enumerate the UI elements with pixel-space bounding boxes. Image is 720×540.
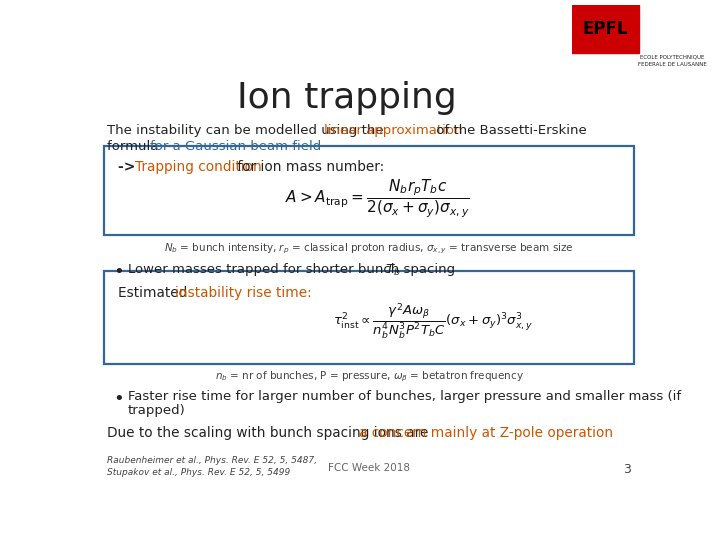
Text: of the Bassetti-Erskine: of the Bassetti-Erskine xyxy=(432,124,587,137)
Text: The instability can be modelled using the: The instability can be modelled using th… xyxy=(107,124,387,137)
Text: a concern mainly at Z-pole operation: a concern mainly at Z-pole operation xyxy=(359,426,613,440)
Text: Raubenheimer et al., Phys. Rev. E 52, 5, 5487,: Raubenheimer et al., Phys. Rev. E 52, 5,… xyxy=(107,456,317,465)
Text: EPFL: EPFL xyxy=(583,20,629,38)
Text: $A > A_{\rm trap} = \dfrac{N_b r_p T_b c}{2\left(\sigma_x + \sigma_y\right)\sigm: $A > A_{\rm trap} = \dfrac{N_b r_p T_b c… xyxy=(285,178,470,220)
Bar xyxy=(572,5,639,52)
Text: FCC Week 2018: FCC Week 2018 xyxy=(328,463,410,473)
Text: for a Gaussian beam field: for a Gaussian beam field xyxy=(150,140,321,153)
FancyBboxPatch shape xyxy=(104,271,634,364)
Text: $n_b$ = nr of bunches, P = pressure, $\omega_\beta$ = betatron frequency: $n_b$ = nr of bunches, P = pressure, $\o… xyxy=(215,369,523,383)
Text: $T_b$: $T_b$ xyxy=(384,263,400,278)
Text: Stupakov et al., Phys. Rev. E 52, 5, 5499: Stupakov et al., Phys. Rev. E 52, 5, 549… xyxy=(107,468,290,477)
Text: •: • xyxy=(114,263,124,281)
Text: trapped): trapped) xyxy=(128,404,186,417)
Text: for ion mass number:: for ion mass number: xyxy=(233,160,384,173)
Text: Faster rise time for larger number of bunches, larger pressure and smaller mass : Faster rise time for larger number of bu… xyxy=(128,390,681,403)
Text: $N_b$ = bunch intensity, $r_p$ = classical proton radius, $\sigma_{x,y}$ = trans: $N_b$ = bunch intensity, $r_p$ = classic… xyxy=(164,242,574,256)
Text: $\tau^2_{\rm inst} \propto \dfrac{\gamma^2 A \omega_\beta}{n_b^4 N_b^3 P^2 T_b C: $\tau^2_{\rm inst} \propto \dfrac{\gamma… xyxy=(333,301,534,341)
Text: linear approximation: linear approximation xyxy=(325,124,463,137)
Text: •: • xyxy=(114,390,124,408)
Text: Estimated: Estimated xyxy=(118,286,192,300)
Text: 3: 3 xyxy=(624,463,631,476)
Text: instability rise time:: instability rise time: xyxy=(175,286,312,300)
Text: Trapping condition: Trapping condition xyxy=(135,160,262,173)
Text: Due to the scaling with bunch spacing ions are: Due to the scaling with bunch spacing io… xyxy=(107,426,433,440)
Text: Ion trapping: Ion trapping xyxy=(237,80,456,114)
Text: formula: formula xyxy=(107,140,163,153)
Text: ->: -> xyxy=(118,160,140,173)
Text: Lower masses trapped for shorter bunch spacing: Lower masses trapped for shorter bunch s… xyxy=(128,263,459,276)
FancyBboxPatch shape xyxy=(104,146,634,235)
Text: ECOLE POLYTECHNIQUE
FEDERALE DE LAUSANNE: ECOLE POLYTECHNIQUE FEDERALE DE LAUSANNE xyxy=(638,55,706,67)
